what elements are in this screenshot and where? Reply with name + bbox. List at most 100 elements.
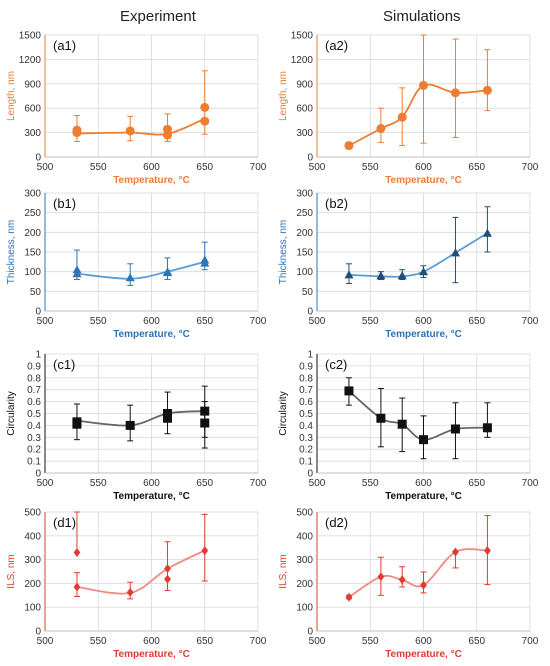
x-tick-label: 550 xyxy=(90,636,107,647)
x-tick-label: 600 xyxy=(143,478,160,489)
x-tick-label: 500 xyxy=(37,478,54,489)
y-axis-title: Length, nm xyxy=(278,71,289,121)
x-tick-label: 500 xyxy=(37,636,54,647)
x-axis-title: Temperature, °C xyxy=(385,175,462,186)
x-tick-label: 600 xyxy=(415,162,432,173)
y-tick-label: 0 xyxy=(35,307,41,318)
chart-panel-d2: 500 550 600 650 700 0 100 200 300 400 500 Temperatu… xyxy=(278,508,539,661)
data-point xyxy=(397,112,407,122)
x-tick-label: 700 xyxy=(250,636,267,647)
y-tick-label: 300 xyxy=(24,189,41,200)
y-tick-label: 150 xyxy=(24,248,41,259)
data-point xyxy=(125,126,135,136)
y-tick-label: 100 xyxy=(296,267,313,278)
x-tick-label: 600 xyxy=(415,636,432,647)
y-tick-label: 0.9 xyxy=(299,361,313,372)
y-tick-label: 300 xyxy=(296,128,313,139)
data-point xyxy=(451,248,460,257)
y-axis-title: Circularity xyxy=(6,391,17,435)
y-tick-label: 1200 xyxy=(19,55,42,66)
data-point xyxy=(376,124,386,134)
y-axis-title: Thickness, nm xyxy=(6,220,17,284)
y-tick-label: 200 xyxy=(24,579,41,590)
x-tick-label: 500 xyxy=(37,316,54,327)
y-tick-label: 150 xyxy=(296,248,313,259)
x-tick-label: 650 xyxy=(196,316,213,327)
data-point xyxy=(420,580,427,590)
chart-panel-b2: 500 550 600 650 700 0 50 100 150 200 250 300 Tempera… xyxy=(278,189,539,341)
y-tick-label: 0.5 xyxy=(299,409,313,420)
x-tick-label: 700 xyxy=(522,162,539,173)
x-axis-title: Temperature, °C xyxy=(385,491,462,502)
chart-panel-c1: 500 550 600 650 700 00.10.20.30.40.50.60.70.8… xyxy=(6,350,267,503)
y-tick-label: 300 xyxy=(296,555,313,566)
data-point xyxy=(398,575,406,585)
y-tick-label: 0 xyxy=(35,627,41,638)
data-point xyxy=(164,574,171,584)
y-tick-label: 200 xyxy=(296,579,313,590)
x-tick-label: 600 xyxy=(415,478,432,489)
y-tick-label: 0.6 xyxy=(27,397,41,408)
data-point xyxy=(377,572,385,582)
y-tick-label: 0.5 xyxy=(27,409,41,420)
y-tick-label: 100 xyxy=(24,267,41,278)
data-point xyxy=(72,419,82,429)
y-tick-label: 1 xyxy=(35,350,41,361)
data-point xyxy=(162,413,172,423)
y-tick-label: 1500 xyxy=(291,31,314,42)
y-tick-label: 0.3 xyxy=(27,433,41,444)
experiment-column-title: Experiment xyxy=(120,8,196,25)
data-point xyxy=(200,102,210,112)
trend-curve xyxy=(348,390,488,441)
x-tick-label: 700 xyxy=(522,478,539,489)
data-point xyxy=(72,269,82,278)
y-tick-label: 0.9 xyxy=(27,361,41,372)
panel-label: (d1) xyxy=(53,515,76,530)
y-tick-label: 0.1 xyxy=(27,457,41,468)
x-tick-label: 650 xyxy=(468,162,485,173)
data-point xyxy=(376,271,386,280)
y-tick-label: 0.2 xyxy=(299,445,313,456)
x-tick-label: 500 xyxy=(309,636,326,647)
x-tick-label: 650 xyxy=(196,478,213,489)
y-tick-label: 600 xyxy=(296,104,313,115)
data-point xyxy=(126,587,134,597)
y-tick-label: 0 xyxy=(307,307,313,318)
x-tick-label: 550 xyxy=(362,636,379,647)
y-tick-label: 0.3 xyxy=(299,433,313,444)
trend-curve xyxy=(76,117,206,136)
data-point xyxy=(125,420,135,430)
y-tick-label: 900 xyxy=(296,79,313,90)
x-axis-title: Temperature, °C xyxy=(113,649,190,660)
x-tick-label: 500 xyxy=(309,316,326,327)
y-tick-label: 0.7 xyxy=(299,385,313,396)
data-point xyxy=(376,413,386,423)
x-axis-title: Temperature, °C xyxy=(385,329,462,340)
y-tick-label: 100 xyxy=(296,603,313,614)
x-tick-label: 600 xyxy=(143,162,160,173)
y-tick-label: 50 xyxy=(302,287,314,298)
y-tick-label: 1500 xyxy=(19,31,42,42)
y-tick-label: 400 xyxy=(24,531,41,542)
y-tick-label: 300 xyxy=(24,128,41,139)
chart-panel-c2: 500 550 600 650 700 00.10.20.30.40.50.60.70.8… xyxy=(278,350,539,503)
data-point xyxy=(73,582,81,592)
y-tick-label: 0 xyxy=(35,469,41,480)
y-tick-label: 0.4 xyxy=(299,421,313,432)
y-tick-label: 0.8 xyxy=(27,373,41,384)
panel-label: (a1) xyxy=(53,38,76,53)
data-point xyxy=(450,88,460,98)
y-tick-label: 0 xyxy=(307,627,313,638)
x-tick-label: 550 xyxy=(362,478,379,489)
y-tick-label: 300 xyxy=(24,555,41,566)
data-point xyxy=(452,547,459,557)
x-tick-label: 700 xyxy=(250,316,267,327)
y-axis-title: ILS, nm xyxy=(278,554,289,588)
y-tick-label: 0.6 xyxy=(299,397,313,408)
simulations-column-title: Simulations xyxy=(383,8,461,25)
trend-curve xyxy=(348,232,488,278)
data-point xyxy=(484,546,491,556)
data-point xyxy=(201,546,209,556)
trend-curve xyxy=(76,549,206,595)
panel-label: (b1) xyxy=(53,196,76,211)
